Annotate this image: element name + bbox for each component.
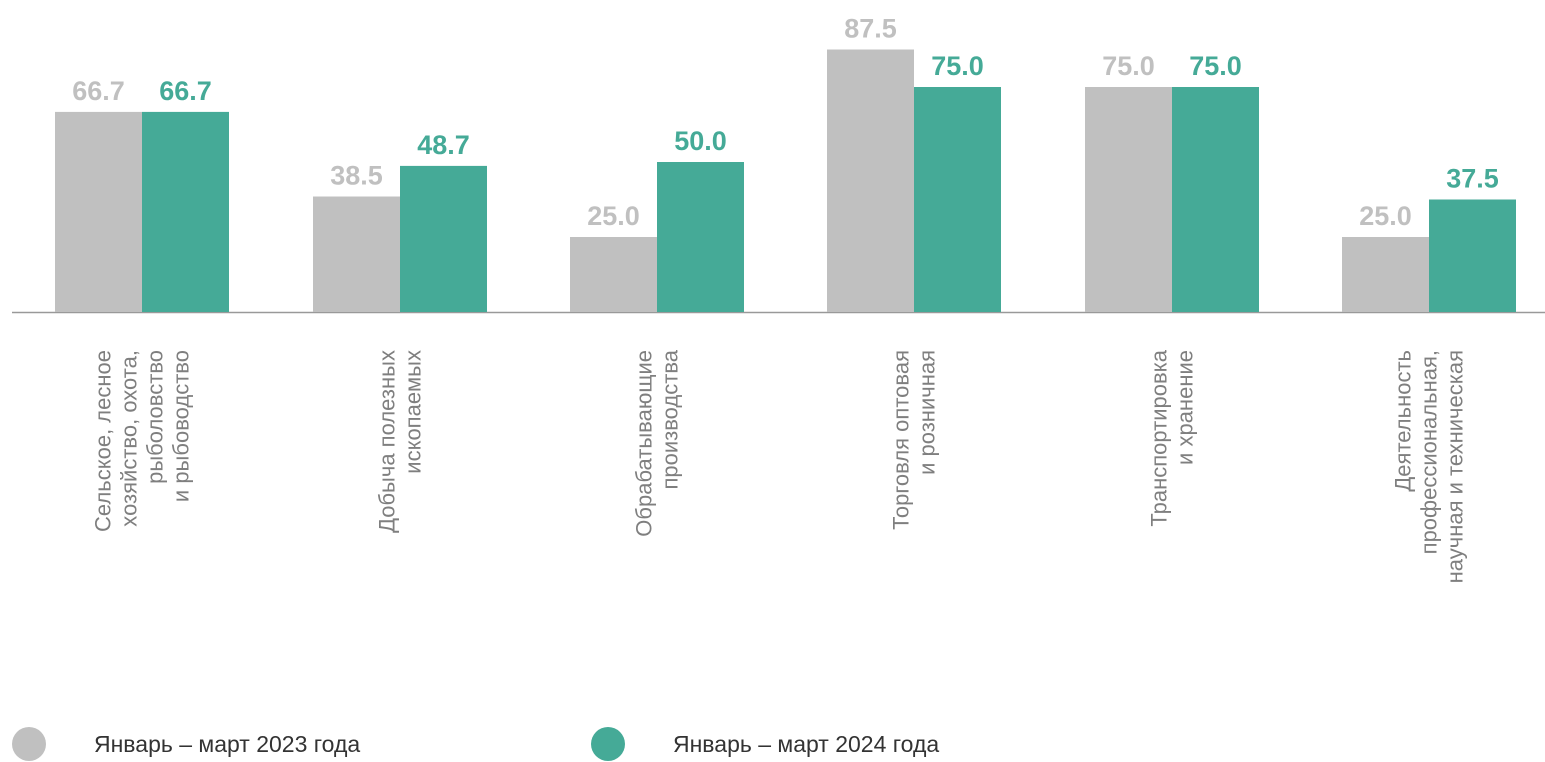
data-label-2023-0: 66.7 bbox=[72, 76, 125, 106]
category-label-line: научная и техническая bbox=[1443, 350, 1468, 583]
data-label-2024-0: 66.7 bbox=[159, 76, 212, 106]
legend-label-2024: Январь – март 2024 года bbox=[673, 730, 940, 757]
legend-item-2024: Январь – март 2024 года bbox=[591, 726, 939, 762]
data-label-2024-4: 75.0 bbox=[1189, 51, 1242, 81]
legend-item-2023: Январь – март 2023 года bbox=[12, 726, 360, 762]
data-label-2023-4: 75.0 bbox=[1102, 51, 1155, 81]
bar-2023-2 bbox=[570, 237, 657, 312]
bar-2024-5 bbox=[1429, 199, 1516, 312]
bar-2024-3 bbox=[914, 87, 1001, 312]
bar-2024-4 bbox=[1172, 87, 1259, 312]
category-label-3: Торговля оптовая и розничная bbox=[889, 350, 940, 530]
category-label-line: и хранение bbox=[1173, 350, 1198, 465]
data-label-2024-1: 48.7 bbox=[417, 130, 470, 160]
data-label-2023-3: 87.5 bbox=[844, 14, 897, 44]
legend-label-2023: Январь – март 2023 года bbox=[94, 730, 361, 757]
category-label-line: рыболовство bbox=[143, 350, 168, 484]
category-label-2: Обрабатывающие производства bbox=[632, 349, 683, 536]
category-label-line: Деятельность bbox=[1391, 350, 1416, 492]
data-label-2023-1: 38.5 bbox=[330, 161, 383, 191]
bar-2023-3 bbox=[827, 49, 914, 312]
bar-2024-2 bbox=[657, 162, 744, 312]
category-label-0: Сельское, лесное хозяйство, охота, рыболов… bbox=[91, 350, 194, 532]
category-label-line: производства bbox=[658, 349, 683, 489]
data-label-2024-5: 37.5 bbox=[1446, 164, 1499, 194]
legend-swatch-2024 bbox=[591, 727, 625, 761]
legend-swatch-2023 bbox=[12, 727, 46, 761]
category-label-line: хозяйство, охота, bbox=[117, 350, 142, 527]
category-label-line: и розничная bbox=[915, 350, 940, 475]
category-label-line: и рыбоводство bbox=[169, 350, 194, 502]
data-label-2024-2: 50.0 bbox=[674, 126, 727, 156]
bar-chart: 66.7 38.5 25.0 87.5 75.0 25.0 66.7 48.7 50.0 75.0… bbox=[12, 14, 1545, 583]
bar-2024-0 bbox=[142, 111, 229, 313]
bar-2023-4 bbox=[1085, 87, 1172, 312]
bar-2023-5 bbox=[1342, 237, 1429, 312]
data-label-2023-2: 25.0 bbox=[587, 201, 640, 231]
data-label-2023-5: 25.0 bbox=[1359, 201, 1412, 231]
category-label-line: профессиональная, bbox=[1417, 350, 1442, 554]
bar-2024-1 bbox=[400, 165, 487, 312]
category-label-5: Деятельность профессиональная, научная и т… bbox=[1391, 350, 1468, 583]
category-label-4: Транспортировка и хранение bbox=[1147, 349, 1198, 526]
category-label-line: ископаемых bbox=[401, 350, 426, 474]
category-label-line: Добыча полезных bbox=[375, 350, 400, 533]
category-label-line: Сельское, лесное bbox=[91, 350, 116, 532]
bar-2023-1 bbox=[313, 196, 400, 312]
category-label-line: Обрабатывающие bbox=[632, 350, 657, 537]
bar-2023-0 bbox=[55, 111, 142, 313]
category-label-line: Транспортировка bbox=[1147, 349, 1172, 526]
data-label-2024-3: 75.0 bbox=[931, 51, 984, 81]
category-label-line: Торговля оптовая bbox=[889, 350, 914, 530]
category-label-1: Добыча полезных ископаемых bbox=[375, 350, 426, 533]
